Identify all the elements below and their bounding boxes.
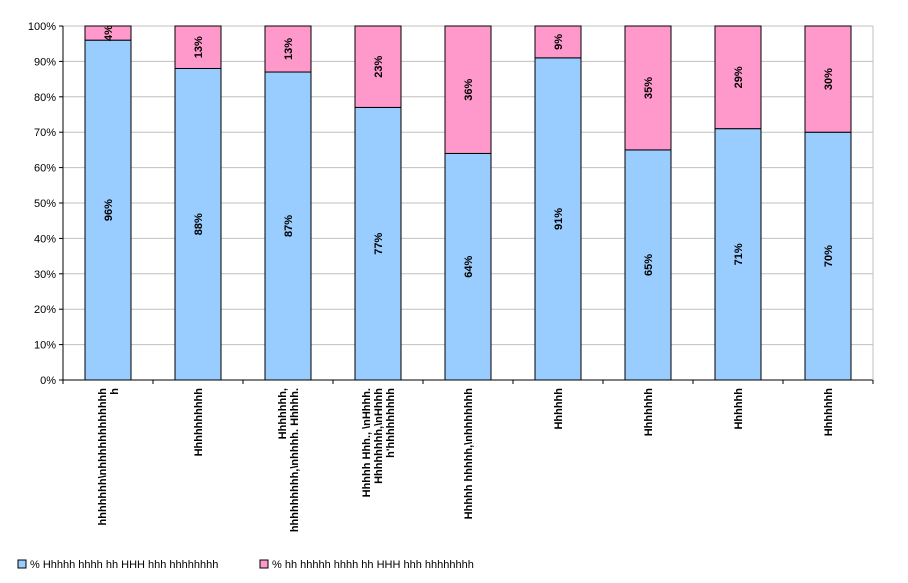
- category-label: hhhhhhh\nhhhhhhhhhhhh: [97, 388, 109, 526]
- category-label: Hhhhhh: [553, 388, 565, 430]
- category-label: h'hhhhhhhhh: [385, 388, 397, 458]
- data-label: 35%: [643, 77, 655, 99]
- legend-swatch: [17, 559, 27, 569]
- y-tick-label: 80%: [34, 92, 56, 104]
- y-tick-label: 70%: [34, 127, 56, 139]
- category-label: Hhhhhhh: [643, 388, 655, 437]
- legend-label: % hh hhhhh hhhh hh HHH hhh hhhhhhhh: [272, 559, 474, 571]
- bar-segment-series-2: [354, 25, 402, 108]
- data-label: 77%: [373, 232, 385, 254]
- bar-segment-series-2: [84, 25, 132, 41]
- legend: % Hhhhh hhhh hh HHH hhh hhhhhhhh % hh hhh…: [17, 559, 474, 571]
- y-tick-label: 20%: [34, 304, 56, 316]
- data-label: 9%: [553, 34, 565, 50]
- data-label: 36%: [463, 79, 475, 101]
- bar-segment-series-1: [174, 67, 222, 381]
- category-label: Hhhhh Hhh., \nHhhh.: [361, 388, 373, 497]
- bar-segment-series-1: [534, 57, 582, 381]
- y-tick-label: 40%: [34, 233, 56, 245]
- y-tick-label: 30%: [34, 269, 56, 281]
- data-label: 96%: [103, 199, 115, 221]
- data-label: 88%: [193, 213, 205, 235]
- data-label: 70%: [823, 245, 835, 267]
- bar-segment-series-1: [444, 152, 492, 381]
- category-label: h: [109, 388, 121, 395]
- data-label: 87%: [283, 215, 295, 237]
- data-labels: 96% 4% 88% 13% 87% 13% 77% 23% 64% 36% 91% 9% 65% 35%…: [103, 25, 835, 278]
- y-tick-label: 100%: [28, 21, 56, 33]
- y-tick-label: 60%: [34, 163, 56, 175]
- bar-segment-series-2: [444, 25, 492, 154]
- y-tick-label: 10%: [34, 340, 56, 352]
- bar-segment-series-2: [174, 25, 222, 69]
- category-label: Hhhhhh: [733, 388, 745, 430]
- data-label: 23%: [373, 55, 385, 77]
- bar-segment-series-2: [804, 25, 852, 133]
- bar-segment-series-1: [264, 71, 312, 381]
- legend-label: % Hhhhh hhhh hh HHH hhh hhhhhhhh: [30, 559, 218, 571]
- bars: [84, 25, 852, 381]
- y-tick-label: 0%: [40, 375, 56, 387]
- bar-segment-series-1: [714, 128, 762, 381]
- bar-segment-series-2: [534, 25, 582, 59]
- category-label: Hhhhh hhhhh,\nhhhhhhh: [463, 388, 475, 520]
- y-tick-label: 50%: [34, 198, 56, 210]
- data-label: 30%: [823, 68, 835, 90]
- data-label: 13%: [283, 38, 295, 60]
- category-label: Hhhhhhh,: [277, 388, 289, 439]
- legend-swatch: [259, 559, 269, 569]
- category-label: Hhhhhhh: [823, 388, 835, 437]
- data-label: 64%: [463, 256, 475, 278]
- category-label: hhhhhhhhh,\nhhhh. Hhhhh.: [289, 388, 301, 532]
- category-label: Hhhhhhhhhh: [193, 388, 205, 457]
- bar-segment-series-1: [804, 131, 852, 381]
- bar-segment-series-2: [714, 25, 762, 130]
- bar-segment-series-1: [354, 106, 402, 381]
- y-tick-label: 90%: [34, 56, 56, 68]
- data-label: 71%: [733, 243, 745, 265]
- bar-segment-series-2: [264, 25, 312, 73]
- data-label: 29%: [733, 66, 745, 88]
- category-labels: hhhhhhh\nhhhhhhhhhhhh h Hhhhhhhhhh Hhhhhhh,…: [97, 388, 835, 532]
- data-label: 91%: [553, 208, 565, 230]
- category-label: Hhhhhhhh,\nHhhh: [373, 388, 385, 484]
- data-label: 4%: [103, 25, 115, 41]
- data-label: 65%: [643, 254, 655, 276]
- bar-segment-series-2: [624, 25, 672, 151]
- data-label: 13%: [193, 36, 205, 58]
- bar-segment-series-1: [624, 149, 672, 381]
